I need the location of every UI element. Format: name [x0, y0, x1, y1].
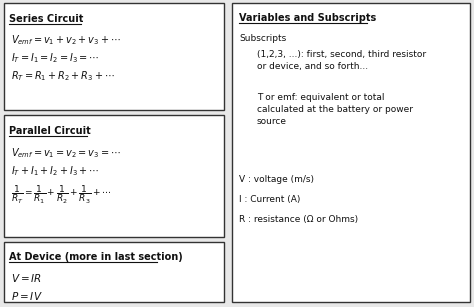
- FancyBboxPatch shape: [4, 242, 224, 302]
- Text: $I_T + I_1 + I_2 + I_3 + \cdots$: $I_T + I_1 + I_2 + I_3 + \cdots$: [11, 164, 100, 178]
- Text: $V_{emf} = v_1 = v_2 = v_3 = \cdots$: $V_{emf} = v_1 = v_2 = v_3 = \cdots$: [11, 146, 121, 160]
- Text: $R_T = R_1 + R_2 + R_3 + \cdots$: $R_T = R_1 + R_2 + R_3 + \cdots$: [11, 69, 115, 83]
- Text: Subscripts: Subscripts: [239, 34, 286, 43]
- Text: V : voltage (m/s): V : voltage (m/s): [239, 175, 314, 184]
- Text: $V = IR$: $V = IR$: [11, 272, 42, 284]
- Text: I : Current (A): I : Current (A): [239, 195, 301, 204]
- Text: Parallel Circuit: Parallel Circuit: [9, 126, 91, 136]
- Text: $V_{emf} = v_1 + v_2 + v_3 + \cdots$: $V_{emf} = v_1 + v_2 + v_3 + \cdots$: [11, 33, 121, 47]
- Text: (1,2,3, ...): first, second, third resistor: (1,2,3, ...): first, second, third resis…: [257, 50, 426, 59]
- Text: $P = IV$: $P = IV$: [11, 290, 43, 302]
- Text: $I_T = I_1 = I_2 = I_3 = \cdots$: $I_T = I_1 = I_2 = I_3 = \cdots$: [11, 51, 100, 65]
- FancyBboxPatch shape: [232, 3, 470, 302]
- Text: Variables and Subscripts: Variables and Subscripts: [239, 13, 376, 23]
- FancyBboxPatch shape: [4, 3, 224, 110]
- Text: calculated at the battery or power: calculated at the battery or power: [257, 105, 413, 114]
- Text: or device, and so forth...: or device, and so forth...: [257, 62, 368, 71]
- Text: $\dfrac{1}{R_T} = \dfrac{1}{R_1} + \dfrac{1}{R_2} + \dfrac{1}{R_3} + \cdots$: $\dfrac{1}{R_T} = \dfrac{1}{R_1} + \dfra…: [11, 184, 111, 206]
- Text: Series Circuit: Series Circuit: [9, 14, 83, 24]
- Text: At Device (more in last section): At Device (more in last section): [9, 252, 183, 262]
- Text: source: source: [257, 117, 287, 126]
- FancyBboxPatch shape: [4, 115, 224, 237]
- Text: T or emf: equivalent or total: T or emf: equivalent or total: [257, 93, 384, 102]
- Text: R : resistance (Ω or Ohms): R : resistance (Ω or Ohms): [239, 215, 358, 224]
